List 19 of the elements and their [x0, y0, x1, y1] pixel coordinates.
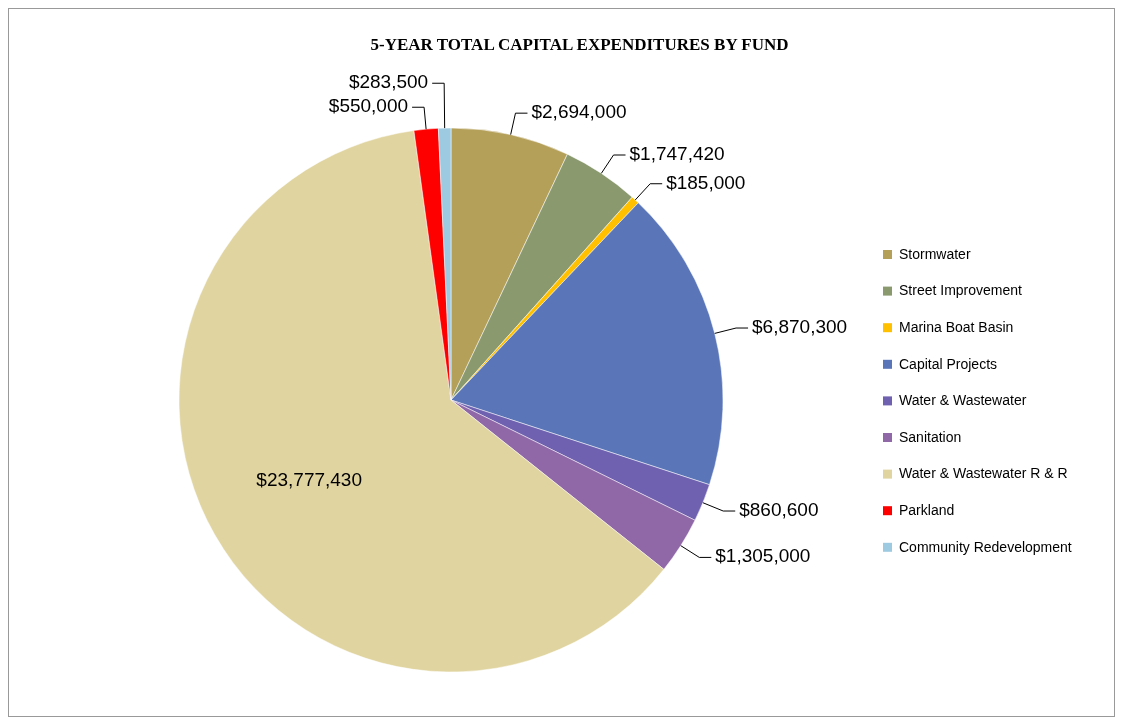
data-label: $2,694,000 [531, 101, 627, 123]
data-label: $550,000 [328, 95, 409, 117]
legend-label: Sanitation [899, 428, 962, 445]
data-label: $1,747,420 [629, 143, 725, 165]
data-label: $185,000 [666, 171, 746, 193]
legend-label: Stormwater [899, 245, 971, 262]
legend-label: Marina Boat Basin [899, 318, 1014, 335]
data-label: $860,600 [739, 499, 819, 521]
legend-label: Water & Wastewater [899, 392, 1027, 409]
data-label: $23,777,430 [256, 468, 363, 490]
chart-title: 5-YEAR TOTAL CAPITAL EXPENDITURES BY FUND [370, 35, 789, 54]
data-label: $1,305,000 [715, 545, 811, 567]
data-label: $283,500 [348, 71, 429, 93]
legend-label: Parkland [899, 501, 955, 518]
legend-label: Street Improvement [899, 282, 1023, 299]
data-label: $6,870,300 [752, 316, 848, 338]
legend-label: Capital Projects [899, 355, 998, 372]
legend-label: Community Redevelopment [899, 538, 1072, 555]
legend-label: Water & Wastewater R & R [899, 465, 1068, 482]
